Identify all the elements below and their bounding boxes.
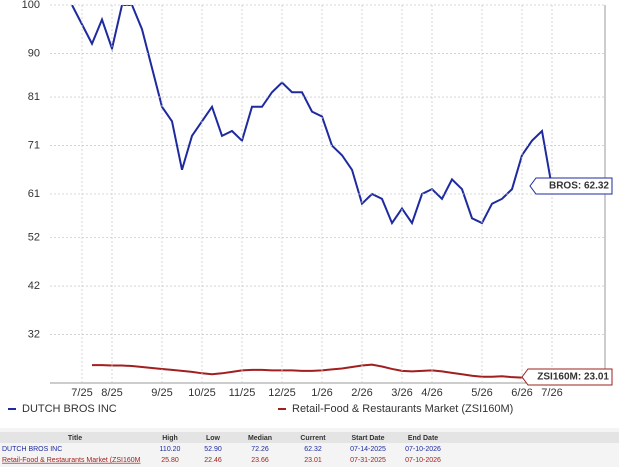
legend-label: DUTCH BROS INC	[22, 403, 117, 415]
end-label: ZSI160M: 23.01	[537, 372, 609, 383]
table-cell: 52.90	[204, 446, 222, 453]
end-label-box	[521, 368, 613, 386]
x-tick-label: 8/25	[101, 387, 122, 399]
y-tick-label: 32	[28, 328, 40, 340]
table-cell: 23.01	[304, 457, 322, 464]
table-cell: 07-14-2025	[350, 446, 386, 453]
table-cell: DUTCH BROS INC	[2, 446, 62, 453]
table-cell: 07-10-2026	[405, 457, 441, 464]
table-cell: 07-31-2025	[350, 457, 386, 464]
table-cell: 25.80	[161, 457, 179, 464]
x-tick-label: 1/26	[311, 387, 332, 399]
legend-label: Retail-Food & Restaurants Market (ZSI160…	[292, 403, 513, 415]
y-tick-label: 100	[22, 0, 40, 11]
table-header: End Date	[408, 435, 438, 442]
y-tick-label: 52	[28, 232, 40, 244]
table-cell: Retail-Food & Restaurants Market (ZSI160…	[2, 457, 141, 464]
x-tick-label: 2/26	[351, 387, 372, 399]
table-cell: 22.46	[204, 457, 222, 464]
x-tick-label: 4/26	[421, 387, 442, 399]
table-cell: 62.32	[304, 446, 322, 453]
table-header: Start Date	[351, 435, 384, 442]
y-tick-label: 71	[28, 139, 40, 151]
end-label-box	[529, 177, 613, 195]
table-header: Title	[68, 435, 82, 442]
plot-area	[71, 5, 553, 380]
table-header: Current	[300, 435, 326, 442]
table-cell: 07-10-2026	[405, 446, 441, 453]
x-tick-label: 6/26	[511, 387, 532, 399]
x-tick-label: 3/26	[391, 387, 412, 399]
series-line	[71, 5, 553, 226]
x-tick-label: 9/25	[151, 387, 172, 399]
table-header: High	[162, 435, 178, 442]
y-tick-label: 42	[28, 280, 40, 292]
x-tick-label: 12/25	[268, 387, 296, 399]
y-tick-label: 61	[28, 188, 40, 200]
end-label: BROS: 62.32	[549, 181, 609, 192]
x-tick-label: 11/25	[229, 387, 256, 399]
table-cell: 23.66	[251, 457, 269, 464]
x-tick-label: 7/25	[71, 387, 92, 399]
x-tick-label: 10/25	[188, 387, 216, 399]
y-tick-label: 90	[28, 47, 40, 59]
table-header: Median	[248, 435, 272, 442]
table-cell: 110.20	[160, 446, 181, 453]
table-header: Low	[206, 435, 221, 442]
x-tick-label: 5/26	[471, 387, 492, 399]
series-line	[92, 363, 533, 380]
x-tick-label: 7/26	[541, 387, 562, 399]
table-cell: 72.26	[251, 446, 269, 453]
y-tick-label: 81	[28, 91, 40, 103]
table-header-background	[0, 432, 619, 443]
